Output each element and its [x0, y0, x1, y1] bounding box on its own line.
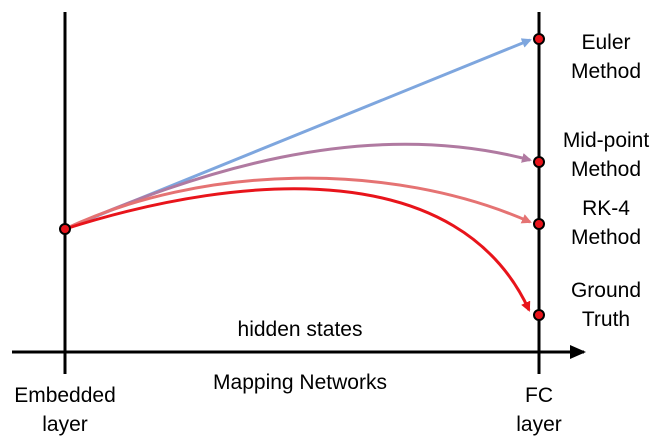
- euler-point: [533, 33, 545, 45]
- rk4-arrow: [64, 176, 532, 231]
- ground-truth-arrow: [64, 187, 531, 312]
- midpoint-point: [533, 156, 545, 168]
- rk4-label-line1: RK-4: [582, 197, 630, 220]
- mapping-networks-label: Mapping Networks: [213, 371, 387, 394]
- fc-label-line2: layer: [516, 413, 562, 436]
- euler-label: Euler Method: [553, 28, 659, 86]
- ground-truth-label-line1: Ground: [570, 279, 642, 302]
- ground-truth-label: Ground Truth: [553, 276, 659, 334]
- midpoint-label-line1: Mid-point: [562, 129, 650, 152]
- rk4-label-line2: Method: [570, 226, 642, 249]
- euler-label-line2: Method: [570, 60, 642, 83]
- rk4-label: RK-4 Method: [553, 194, 659, 252]
- embedded-label-line2: layer: [42, 413, 88, 436]
- rk4-point: [533, 218, 545, 230]
- embedded-point: [59, 223, 71, 235]
- ground-truth-point: [533, 309, 545, 321]
- fc-label-line1: FC: [525, 384, 553, 407]
- midpoint-label-line2: Method: [570, 158, 642, 181]
- embedded-label-line1: Embedded: [14, 384, 116, 407]
- euler-label-line1: Euler: [581, 31, 631, 54]
- ground-truth-label-line2: Truth: [581, 308, 631, 331]
- midpoint-label: Mid-point Method: [548, 126, 664, 184]
- hidden-states-label: hidden states: [237, 318, 363, 341]
- fc-layer-label: FC layer: [499, 381, 579, 439]
- midpoint-arrow: [64, 142, 532, 231]
- embedded-layer-label: Embedded layer: [5, 381, 125, 439]
